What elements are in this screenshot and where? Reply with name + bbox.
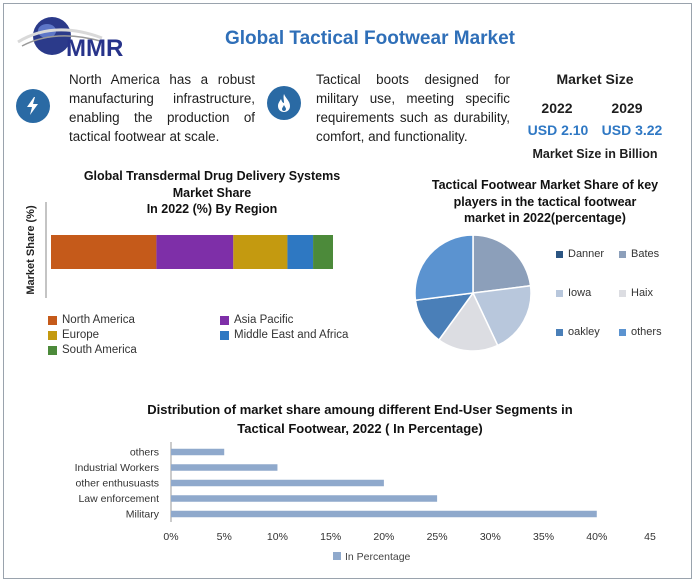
- tactical-boots-text: Tactical boots designed for military use…: [316, 72, 510, 144]
- end-user-chart: Military Law enforcement other enthusuasts…: [75, 442, 656, 563]
- region-legend-label: Middle East and Africa: [234, 329, 349, 341]
- region-legend-swatch: [48, 330, 57, 340]
- end-user-x-tick: 40%: [586, 531, 607, 543]
- end-user-x-tick: 30%: [480, 531, 501, 543]
- end-user-x-tick: 5%: [217, 531, 232, 543]
- end-user-chart-title: Distribution of market share amoung diff…: [100, 400, 620, 438]
- region-legend-label: North America: [62, 314, 135, 326]
- end-user-category-label: other enthusuasts: [76, 478, 159, 490]
- end-user-bar: [171, 479, 384, 487]
- market-size-heading: Market Size: [556, 71, 634, 87]
- end-user-category-label: Law enforcement: [78, 493, 159, 505]
- players-legend: Danner Bates Iowa Haix oakley others: [556, 248, 676, 348]
- pie-slice: [471, 284, 532, 347]
- end-user-x-tick: 35%: [533, 531, 554, 543]
- players-legend-item: Danner: [556, 248, 604, 260]
- market-size-unit-note: Market Size in Billion: [532, 147, 658, 161]
- end-user-category-label: Industrial Workers: [75, 462, 159, 474]
- players-chart-title-line-2: players in the tactical footwear: [453, 194, 637, 209]
- players-legend-swatch: [556, 328, 563, 336]
- players-legend-swatch: [556, 250, 563, 258]
- region-chart-title: Global Transdermal Drug Delivery Systems…: [62, 168, 362, 218]
- region-bar-segment: [313, 235, 333, 269]
- north-america-text: North America has a robust manufacturing…: [69, 72, 255, 144]
- players-legend-label: Haix: [631, 287, 654, 299]
- region-legend-swatch: [48, 315, 57, 325]
- region-legend-item: Middle East and Africa: [220, 329, 348, 341]
- pie-slice: [437, 291, 499, 352]
- end-user-x-tick: 25%: [427, 531, 448, 543]
- region-bar-segment: [287, 235, 314, 269]
- end-user-x-tick: 10%: [267, 531, 288, 543]
- region-legend-swatch: [220, 315, 229, 325]
- flame-icon: [267, 86, 301, 120]
- players-chart-title-line-1: Tactical Footwear Market Share of key: [431, 178, 659, 192]
- players-legend-label: others: [631, 326, 662, 338]
- players-chart-title: Tactical Footwear Market Share of key pl…: [414, 177, 676, 227]
- players-legend-item: others: [619, 326, 662, 338]
- region-legend-label: Europe: [62, 329, 100, 341]
- players-legend-item: Bates: [619, 248, 659, 260]
- end-user-legend-swatch: [333, 552, 341, 560]
- region-bar-segment: [156, 235, 234, 269]
- end-user-bar: [171, 495, 438, 502]
- region-chart-title-line-2: Market Share: [172, 185, 252, 200]
- region-legend: North America Asia Pacific Europe Middle Ea…: [48, 314, 368, 360]
- region-legend-swatch: [220, 330, 229, 340]
- players-legend-item: Iowa: [556, 287, 591, 299]
- players-legend-label: Danner: [568, 248, 605, 260]
- region-chart-title-line-1: Global Transdermal Drug Delivery Systems: [83, 169, 341, 183]
- end-user-x-tick: 45: [644, 531, 656, 543]
- players-chart-title-line-3: market in 2022(percentage): [464, 211, 626, 225]
- page-title: Global Tactical Footwear Market: [224, 28, 515, 49]
- end-user-chart-title-line-2: Tactical Footwear, 2022 ( In Percentage): [237, 421, 483, 436]
- region-chart-title-line-3: In 2022 (%) By Region: [146, 202, 278, 216]
- end-user-chart-title-line-1: Distribution of market share amoung diff…: [147, 402, 573, 417]
- end-user-legend-label: In Percentage: [345, 551, 411, 563]
- region-bar-segment: [51, 235, 157, 269]
- end-user-x-tick: 20%: [373, 531, 394, 543]
- mmr-logo: MMR: [14, 12, 144, 67]
- year-2022: 2022: [541, 100, 573, 116]
- end-user-category-label: Military: [126, 509, 160, 521]
- page-frame: [3, 3, 692, 579]
- lightning-icon: [16, 89, 50, 123]
- pie-slice: [414, 234, 474, 302]
- players-legend-item: oakley: [556, 326, 600, 338]
- players-legend-label: Iowa: [568, 287, 592, 299]
- players-legend-item: Haix: [619, 287, 653, 299]
- logo-text: MMR: [66, 35, 123, 62]
- region-legend-label: Asia Pacific: [234, 314, 294, 326]
- pie-slice: [472, 234, 532, 294]
- region-chart: Market Share (%): [25, 202, 333, 298]
- region-legend-item: Europe: [48, 329, 99, 341]
- region-legend-item: North America: [48, 314, 135, 326]
- players-legend-swatch: [619, 328, 626, 336]
- players-legend-swatch: [619, 250, 626, 258]
- players-legend-swatch: [556, 289, 563, 297]
- end-user-bar: [171, 464, 278, 471]
- players-legend-label: oakley: [568, 326, 600, 338]
- region-bar-segment: [233, 235, 288, 269]
- value-2022: USD 2.10: [527, 122, 589, 138]
- end-user-bar: [171, 510, 597, 518]
- end-user-x-tick: 0%: [163, 531, 178, 543]
- region-legend-item: South America: [48, 344, 137, 356]
- end-user-x-tick: 15%: [320, 531, 341, 543]
- region-legend-label: South America: [62, 344, 137, 356]
- players-pie-chart: [414, 234, 532, 352]
- end-user-bar: [171, 448, 225, 456]
- region-legend-swatch: [48, 345, 57, 355]
- players-legend-swatch: [619, 289, 626, 297]
- end-user-category-label: others: [130, 447, 159, 459]
- value-2029: USD 3.22: [601, 122, 663, 138]
- region-legend-item: Asia Pacific: [220, 314, 293, 326]
- year-2029: 2029: [611, 100, 643, 116]
- region-chart-ylabel: Market Share (%): [25, 205, 37, 295]
- players-legend-label: Bates: [631, 248, 660, 260]
